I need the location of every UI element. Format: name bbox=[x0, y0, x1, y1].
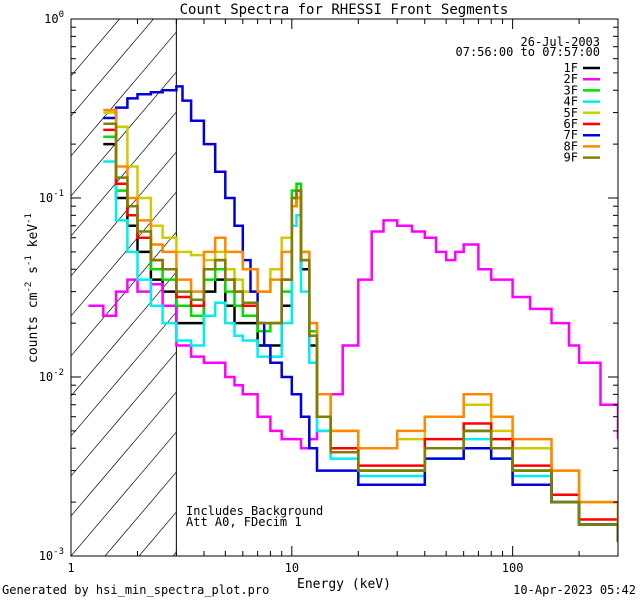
series-line-6F bbox=[103, 128, 618, 542]
series-line-9F bbox=[103, 122, 618, 542]
hatch-line bbox=[71, 19, 154, 117]
plot-frame bbox=[70, 18, 619, 557]
x-tick-label: 100 bbox=[502, 561, 524, 575]
x-tick-label: 1 bbox=[67, 561, 74, 575]
legend-label-9F: 9F bbox=[564, 151, 578, 165]
hatch-line bbox=[71, 391, 177, 517]
legend-label-7F: 7F bbox=[564, 128, 578, 142]
y-tick-label: 10-3 bbox=[39, 547, 64, 563]
series-line-2F bbox=[88, 219, 618, 450]
footer-timestamp: 10-Apr-2023 05:42 bbox=[513, 583, 636, 597]
legend-label-6F: 6F bbox=[564, 117, 578, 131]
series-group bbox=[88, 85, 618, 542]
legend-label-8F: 8F bbox=[564, 139, 578, 153]
x-tick-label: 10 bbox=[285, 561, 299, 575]
hatch-line bbox=[71, 71, 177, 197]
hatch-line bbox=[71, 231, 177, 357]
hatch-line bbox=[71, 431, 177, 556]
axis-ticks bbox=[70, 18, 619, 557]
hatch-line bbox=[71, 31, 177, 157]
y-axis-label: counts cm-2 s-1 keV-1 bbox=[24, 213, 41, 363]
hatch-line bbox=[615, 19, 640, 556]
series-line-8F bbox=[103, 108, 618, 525]
hatch-line bbox=[71, 151, 177, 277]
hatch-line bbox=[71, 19, 120, 77]
x-tick-labels: 1 10 100 bbox=[67, 561, 523, 575]
series-line-7F bbox=[103, 85, 618, 542]
footer-generated-by: Generated by hsi_min_spectra_plot.pro bbox=[2, 583, 269, 597]
legend-label-5F: 5F bbox=[564, 106, 578, 120]
y-axis-label-exp1: -2 bbox=[24, 282, 34, 293]
y-axis-label-exp2: -1 bbox=[24, 255, 34, 266]
hatch-line bbox=[479, 19, 640, 556]
y-axis-label-mid: s bbox=[26, 266, 41, 282]
y-axis-label-end: keV bbox=[26, 224, 41, 255]
legend-label-4F: 4F bbox=[564, 95, 578, 109]
hatch-line bbox=[71, 191, 177, 317]
hatch-line bbox=[71, 271, 177, 397]
annotation-background: Includes Background bbox=[186, 504, 323, 518]
annotation-attenuator: Att A0, FDecim 1 bbox=[186, 515, 302, 529]
time-range-text: 07:56:00 to 07:57:00 bbox=[456, 45, 601, 59]
y-tick-label: 10-1 bbox=[39, 189, 64, 205]
series-line-1F bbox=[103, 142, 618, 542]
hatch-line bbox=[71, 351, 177, 477]
y-axis-label-exp3: -1 bbox=[24, 213, 34, 224]
x-axis-label: Energy (keV) bbox=[297, 577, 391, 592]
series-line-5F bbox=[103, 111, 618, 525]
hatch-line bbox=[581, 19, 640, 556]
legend-label-3F: 3F bbox=[564, 83, 578, 97]
hatch-line bbox=[275, 19, 640, 556]
legend-label-2F: 2F bbox=[564, 72, 578, 86]
y-tick-labels: 10-3 10-2 10-1 100 bbox=[39, 10, 64, 563]
y-tick-label: 100 bbox=[44, 10, 64, 26]
legend-label-1F: 1F bbox=[564, 61, 578, 75]
hatch-line bbox=[104, 471, 177, 556]
y-tick-label: 10-2 bbox=[39, 368, 64, 384]
date-text: 26-Jul-2003 bbox=[521, 35, 600, 49]
chart-title: Count Spectra for RHESSI Front Segments bbox=[180, 2, 509, 18]
hatch-line bbox=[547, 19, 640, 556]
y-axis-label-main: counts cm bbox=[26, 292, 41, 363]
